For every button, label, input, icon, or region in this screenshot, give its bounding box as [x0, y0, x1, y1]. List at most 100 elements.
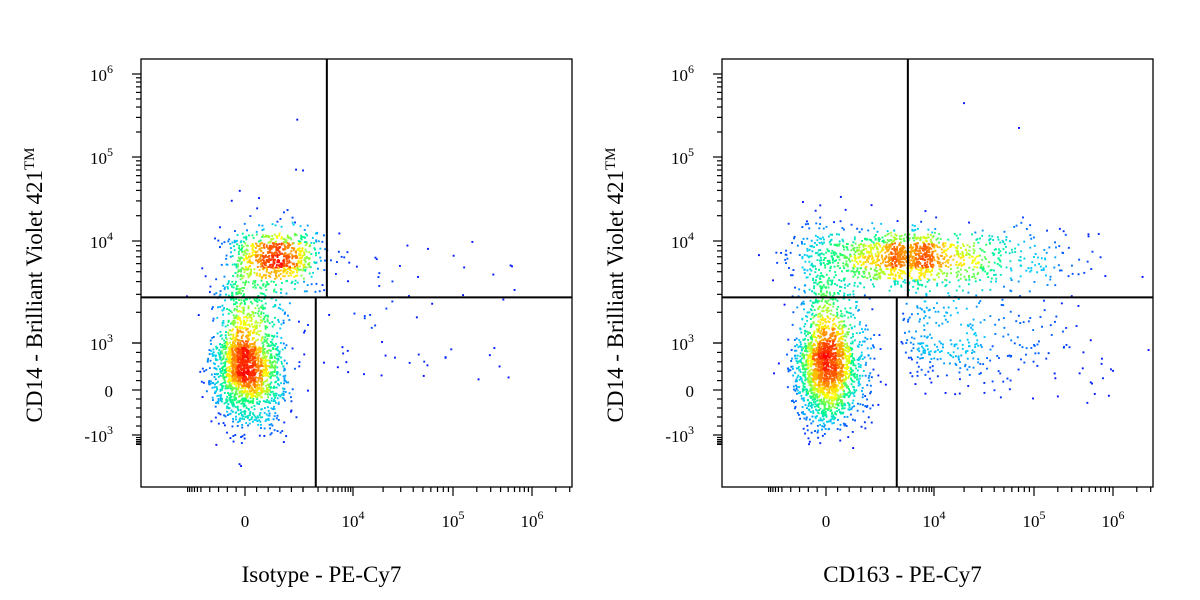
event-dot: [235, 389, 238, 392]
event-dot: [265, 380, 268, 383]
event-dot: [914, 280, 916, 283]
event-dot: [399, 265, 401, 267]
event-dot: [258, 299, 261, 302]
event-dot: [270, 280, 273, 283]
event-dot: [233, 317, 236, 320]
event-dot: [264, 333, 267, 335]
event-dot: [961, 343, 964, 346]
event-dot: [843, 294, 846, 297]
event-dot: [251, 372, 253, 375]
event-dot: [269, 386, 272, 389]
event-dot: [258, 378, 261, 380]
event-dot: [283, 382, 285, 385]
event-dot: [271, 256, 274, 258]
event-dot: [294, 233, 297, 235]
event-dot: [236, 393, 239, 396]
event-dot: [302, 265, 305, 268]
event-dot: [283, 262, 286, 264]
event-dot: [982, 265, 985, 268]
event-dot: [246, 334, 248, 337]
event-dot: [259, 360, 262, 363]
event-dot: [347, 371, 350, 374]
event-dot: [847, 391, 850, 394]
event-dot: [232, 297, 235, 300]
event-dot: [793, 237, 795, 240]
event-dot: [275, 249, 278, 251]
event-dot: [250, 390, 252, 392]
event-dot: [273, 233, 276, 236]
event-dot: [274, 269, 277, 272]
event-dot: [253, 357, 256, 360]
event-dot: [222, 362, 225, 365]
event-dot: [226, 407, 228, 409]
event-dot: [251, 345, 254, 348]
event-dot: [259, 242, 262, 245]
event-dot: [854, 273, 856, 276]
event-dot: [862, 276, 865, 279]
event-dot: [801, 352, 804, 355]
y-tick-label: 106: [90, 62, 113, 85]
event-dot: [275, 266, 278, 269]
event-dot: [802, 374, 805, 377]
event-dot: [186, 295, 188, 298]
event-dot: [812, 321, 815, 324]
event-dot: [274, 396, 276, 399]
event-dot: [858, 365, 860, 368]
event-dot: [262, 365, 265, 368]
event-dot: [285, 264, 287, 267]
event-dot: [268, 247, 271, 250]
event-dot: [802, 411, 804, 413]
event-dot: [226, 324, 229, 327]
event-dot: [246, 319, 249, 322]
event-dot: [1043, 299, 1045, 302]
event-dot: [285, 272, 288, 275]
event-dot: [840, 310, 842, 312]
event-dot: [1025, 353, 1027, 356]
event-dot: [1009, 260, 1012, 263]
event-dot: [829, 293, 832, 296]
event-dot: [234, 343, 236, 346]
event-dot: [801, 411, 803, 414]
event-dot: [1002, 335, 1005, 338]
event-dot: [834, 417, 837, 419]
event-dot: [873, 334, 876, 336]
event-dot: [256, 255, 258, 258]
event-dot: [963, 102, 965, 105]
event-dot: [822, 413, 825, 415]
event-dot: [261, 380, 263, 383]
event-dot: [313, 242, 315, 245]
event-dot: [806, 311, 809, 314]
event-dot: [236, 285, 239, 287]
event-dot: [800, 346, 803, 348]
event-dot: [805, 334, 808, 337]
event-dot: [225, 293, 227, 296]
event-dot: [1091, 250, 1094, 253]
event-dot: [273, 366, 275, 369]
event-dot: [238, 390, 241, 393]
event-dot: [221, 368, 224, 371]
event-dot: [266, 418, 269, 421]
event-dot: [229, 345, 232, 348]
event-dot: [213, 293, 216, 296]
event-dot: [427, 247, 429, 250]
event-dot: [264, 380, 266, 383]
event-dot: [259, 265, 262, 268]
event-dot: [818, 409, 821, 411]
event-dot: [945, 275, 948, 277]
event-dot: [299, 250, 302, 253]
event-dot: [1062, 330, 1064, 333]
event-dot: [247, 330, 250, 333]
event-dot: [810, 269, 813, 272]
event-dot: [1008, 388, 1011, 391]
event-dot: [246, 313, 249, 316]
event-dot: [958, 371, 961, 374]
event-dot: [253, 384, 256, 387]
event-dot: [281, 392, 284, 395]
event-dot: [259, 256, 262, 259]
event-dot: [264, 320, 266, 323]
event-dot: [256, 338, 259, 341]
event-dot: [212, 317, 215, 320]
event-dot: [850, 379, 853, 382]
event-dot: [867, 354, 870, 357]
event-dot: [231, 402, 233, 405]
